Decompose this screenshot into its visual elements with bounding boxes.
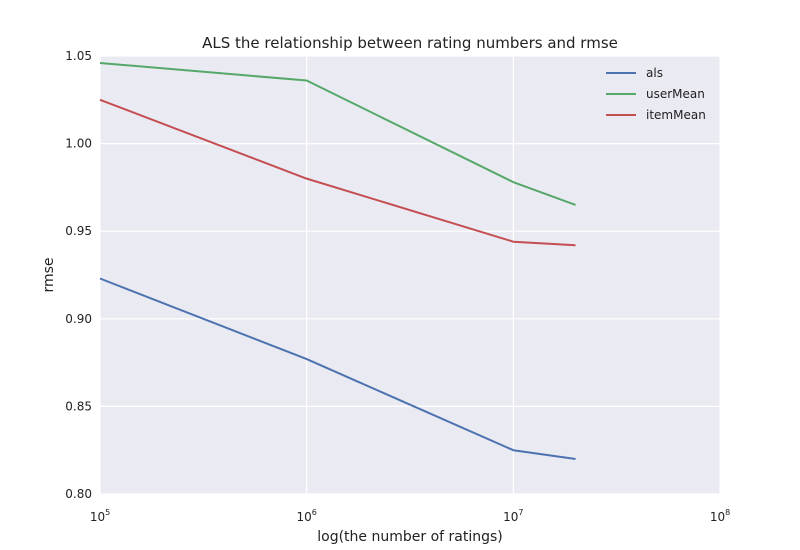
x-axis-label: log(the number of ratings) <box>317 529 503 545</box>
y-tick-label: 1.05 <box>65 49 92 63</box>
series-line-als <box>99 277 576 460</box>
x-tick-label: 107 <box>503 508 523 524</box>
chart-title: ALS the relationship between rating numb… <box>202 34 618 52</box>
y-tick-label: 0.95 <box>65 224 92 238</box>
x-tick-label: 105 <box>90 508 110 524</box>
series-line-itemMean <box>99 98 576 247</box>
legend-label-itemMean: itemMean <box>646 108 706 122</box>
x-tick-label: 108 <box>710 508 730 524</box>
legend-label-als: als <box>646 66 663 80</box>
y-tick-label: 0.80 <box>65 487 92 501</box>
plot-area <box>100 56 720 494</box>
y-axis-ticks: 0.80 0.85 0.90 0.95 1.00 1.05 <box>65 49 92 501</box>
x-tick-label: 106 <box>296 508 316 524</box>
y-tick-label: 1.00 <box>65 137 92 151</box>
legend: als userMean itemMean <box>606 66 706 122</box>
y-tick-label: 0.85 <box>65 399 92 413</box>
x-axis-ticks: 105 106 107 108 <box>90 508 730 524</box>
y-tick-label: 0.90 <box>65 312 92 326</box>
series-lines <box>99 62 576 460</box>
legend-label-userMean: userMean <box>646 87 705 101</box>
y-axis-label: rmse <box>41 257 57 292</box>
series-line-userMean <box>99 62 576 206</box>
